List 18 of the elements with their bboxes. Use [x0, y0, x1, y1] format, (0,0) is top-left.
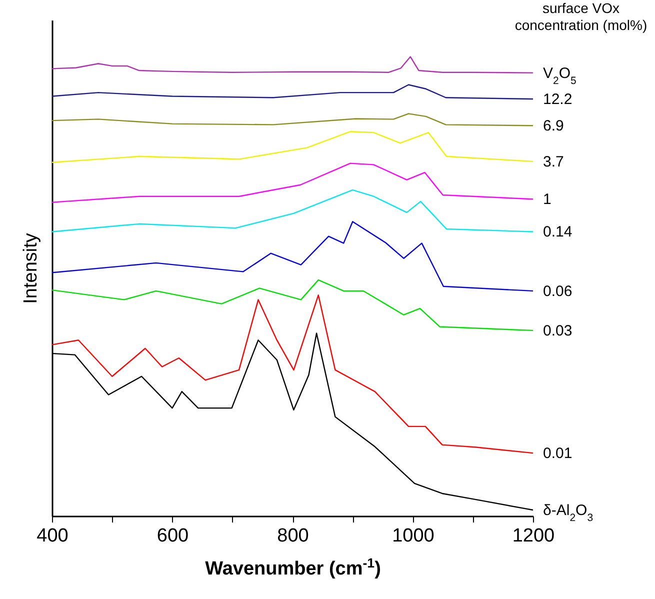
series-label: 0.01 — [543, 445, 572, 462]
x-tick-label: 1000 — [392, 526, 434, 546]
series-label: 12.2 — [543, 90, 572, 108]
legend-title: surface VOx concentration (mol%) — [514, 0, 648, 33]
series-label: 0.03 — [543, 322, 572, 340]
series-label: 6.9 — [543, 118, 564, 135]
y-axis-title: Intensity — [20, 232, 42, 304]
series-label: δ-Al$_{2}$O$_{3}$ — [543, 502, 594, 524]
series-label: 0.06 — [543, 282, 572, 300]
series-label: V$_{2}$O$_{5}$ — [543, 64, 577, 87]
series-label: 3.7 — [543, 153, 564, 170]
x-tick-label: 800 — [277, 526, 309, 546]
x-axis-title: Wavenumber (cm$^{-1}$) — [205, 555, 381, 580]
x-tick-label: 1200 — [512, 526, 555, 546]
x-tick-label: 600 — [156, 526, 189, 546]
series-label: 1 — [543, 191, 552, 208]
x-tick-label: 400 — [36, 526, 68, 546]
series-label: 0.14 — [543, 224, 572, 241]
